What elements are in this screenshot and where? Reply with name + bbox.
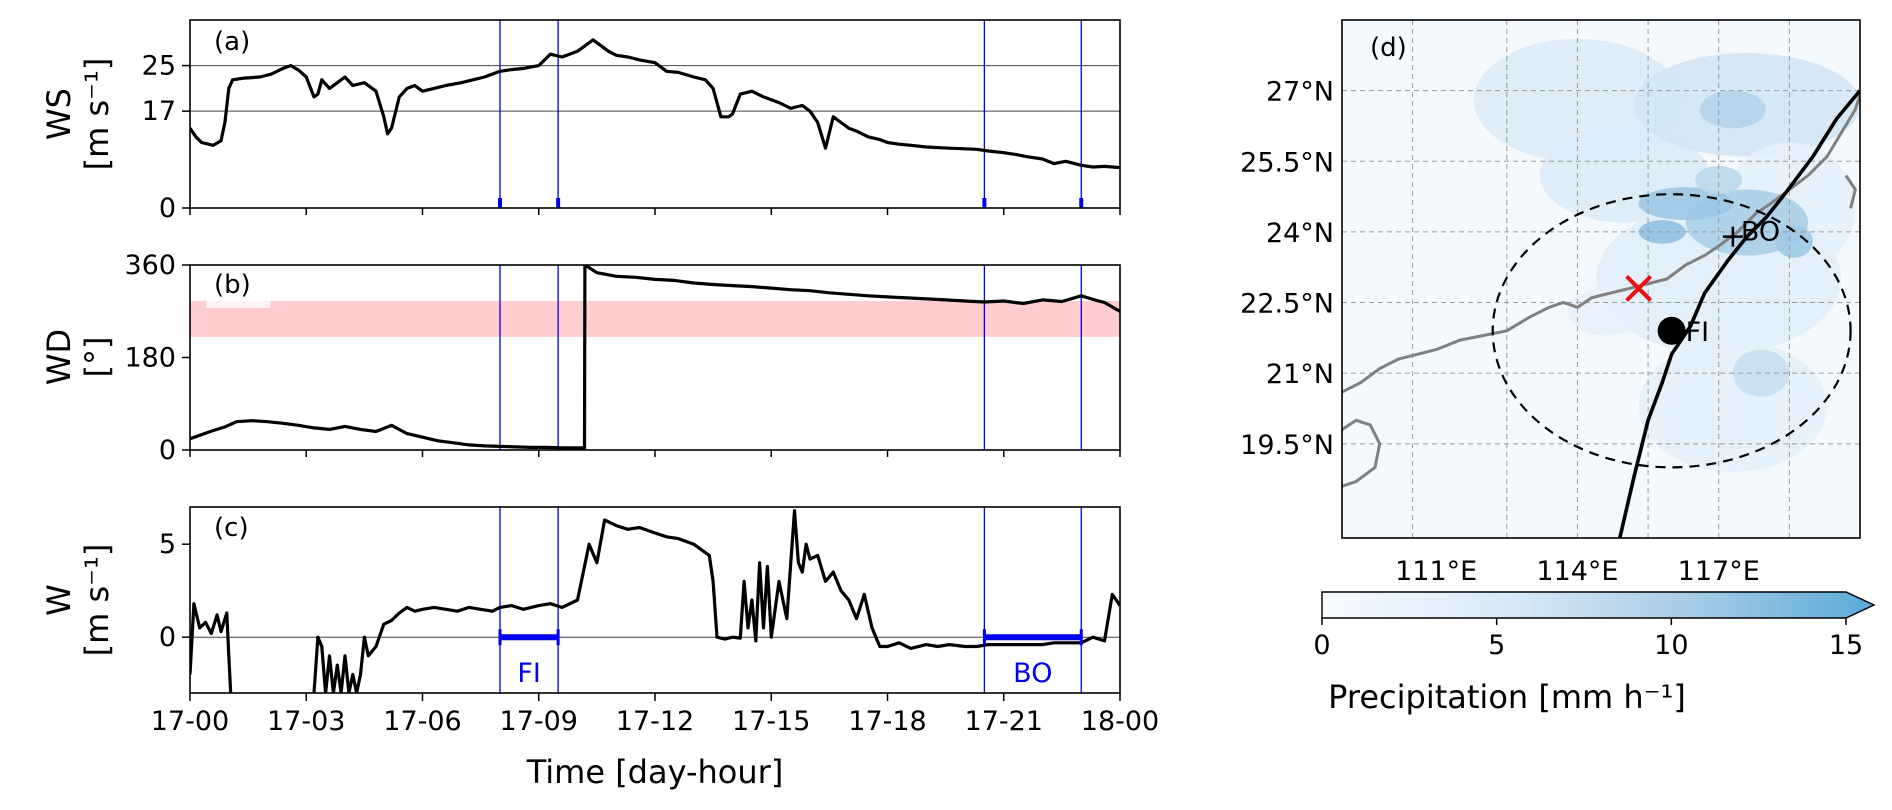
colorbar-body [1321,591,1876,619]
x-tick-label: 17-03 [267,706,345,737]
precipitation-patch [1732,349,1790,397]
map-xtick-label: 114°E [1536,556,1618,587]
colorbar: 0 5 10 15 Precipitation [mm h⁻¹] [1313,591,1876,716]
panel-a-frame [189,19,1121,209]
bo-marker-label: BO [1741,217,1780,248]
panel-a-label: (a) [214,27,250,57]
panel-c-ylabel-line1: W [40,584,78,616]
map-xtick-label: 111°E [1395,556,1477,587]
typhoon-track [1618,89,1860,538]
panel-c-ytick-label: 5 [159,529,176,560]
panel-d-precipitation-map: FI BO 111°E 114°E 117°E 19.5°N 21°N 22.5°N 24°N… [1240,19,1861,587]
period-label: FI [517,658,541,689]
cross-marker [1625,275,1653,302]
map-frame [1341,19,1861,539]
map-ytick-label: 22.5°N [1240,289,1334,320]
precipitation-field [1473,38,1860,473]
panel-b-ytick-label: 0 [159,435,176,466]
coastline-taiwan [1844,174,1857,209]
x-tick-label: 17-18 [848,706,926,737]
map-markers: FI BO [1625,217,1780,348]
panel-b-shaded-band [190,300,1120,337]
panel-b-frame [189,264,1121,451]
panel-a-period-lines [498,20,1084,208]
panel-a-ylabel-line2: [m s⁻¹] [78,58,116,171]
panel-b-ylabel-line1: WD [40,329,78,385]
precipitation-patch [1775,224,1813,258]
coastline-island [1342,418,1382,488]
panel-c-ylabel-line2: [m s⁻¹] [78,544,116,657]
panel-c-label: (c) [214,513,249,543]
panel-b-label: (b) [214,270,251,300]
map-ytick-label: 25.5°N [1240,147,1334,178]
panel-a-ytick-label: 17 [142,96,176,127]
colorbar-tick-label: 5 [1488,630,1505,661]
colorbar-tick-label: 10 [1654,630,1688,661]
panel-b-ytick-label: 360 [124,250,176,281]
panel-c-xticks: 17-00 17-03 17-06 17-09 17-12 17-15 17-18 17-21… [151,208,1159,737]
panel-a-ytick-label: 25 [142,51,176,82]
map-ytick-label: 19.5°N [1240,430,1334,461]
panel-a-yticks: 0 17 25 [142,51,190,224]
radius-circle [1491,193,1852,469]
panel-c-yticks: 05 [159,529,190,653]
precipitation-patch [1638,340,1828,473]
panel-b-period-lines [499,265,1082,450]
x-tick-label: 17-00 [151,706,229,737]
panel-c-label-background [206,510,270,548]
panel-c-w-series [190,509,1120,693]
precipitation-patch [1695,165,1743,195]
map-ytick-label: 24°N [1266,218,1334,249]
panel-a-wind-speed: 0 17 25 (a) WS [m s⁻¹] [40,19,1121,224]
x-tick-label: 17-21 [965,706,1043,737]
map-ticks: 111°E 114°E 117°E 19.5°N 21°N 22.5°N 24°N 25.5°… [1240,77,1760,587]
panel-c-ytick-label: 0 [159,622,176,653]
fi-marker-label: FI [1686,317,1710,348]
panel-b-wind-direction: 0 180 360 (b) WD [°] [40,250,1121,466]
x-tick-label: 17-06 [383,706,461,737]
colorbar-ticks: 0 5 10 15 [1313,618,1863,661]
panel-c-vertical-wind: FI BO 05 17-00 17-03 17-06 17-09 17-12 17-15 17… [40,208,1159,791]
panel-a-hlines [190,65,1120,112]
panel-a-ytick-label: 0 [159,193,176,224]
x-tick-label: 17-09 [500,706,578,737]
panel-a-ws-series [190,38,1120,170]
x-tick-label: 18-00 [1081,706,1159,737]
panel-b-ylabel-line2: [°] [78,337,116,378]
map-ytick-label: 21°N [1266,359,1334,390]
panel-b-label-background [206,268,270,308]
x-tick-label: 17-12 [616,706,694,737]
coastline-mainland [1342,94,1860,394]
colorbar-tick-label: 15 [1829,630,1863,661]
x-tick-label: 17-15 [732,706,810,737]
map-ytick-label: 27°N [1266,77,1334,108]
precipitation-patch [1638,220,1686,244]
colorbar-label: Precipitation [mm h⁻¹] [1328,678,1686,716]
panel-c-period-lines [499,507,1082,693]
panel-d-label: (d) [1370,33,1407,63]
panel-a-ylabel-line1: WS [40,88,78,140]
coastline [1342,94,1860,488]
x-axis-label: Time [day-hour] [526,753,784,791]
colorbar-tick-label: 0 [1313,630,1330,661]
panel-b-ytick-label: 180 [124,343,176,374]
panel-b-yticks: 0 180 360 [124,250,190,466]
map-xtick-label: 117°E [1678,556,1760,587]
fi-marker [1657,316,1686,345]
panel-c-period-bars: FI BO [498,629,1083,689]
panel-b-wd-series [190,265,1120,450]
precipitation-patch [1699,90,1766,129]
period-label: BO [1013,658,1052,689]
